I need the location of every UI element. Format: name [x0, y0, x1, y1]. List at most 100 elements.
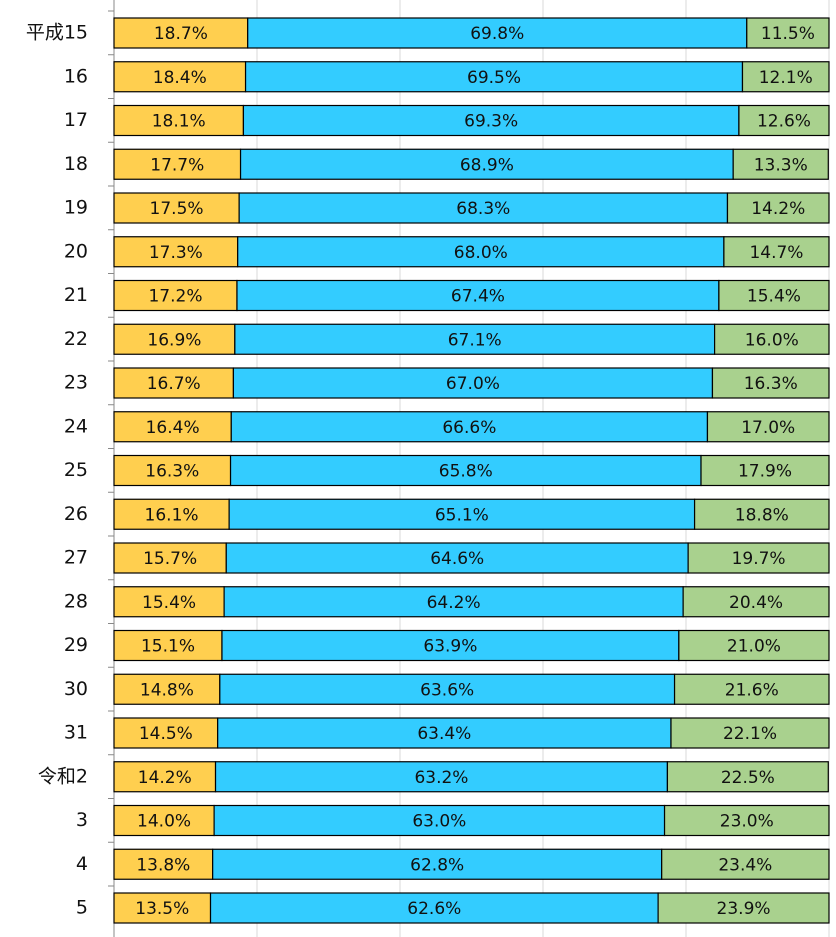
bar-segment [244, 61, 744, 93]
value-label: 19.7% [732, 549, 786, 569]
value-label: 62.8% [410, 855, 464, 875]
value-label: 14.2% [751, 199, 805, 219]
value-label: 65.1% [435, 505, 489, 525]
value-label: 15.1% [141, 637, 195, 657]
value-label: 16.9% [147, 330, 201, 350]
value-label: 18.7% [154, 24, 208, 44]
bar-segment [706, 411, 830, 443]
value-label: 12.6% [757, 112, 811, 132]
value-label: 63.6% [420, 680, 474, 700]
value-label: 23.4% [718, 855, 772, 875]
bar-segment [113, 192, 240, 224]
bar-segment [113, 17, 249, 49]
bar-segment [718, 279, 830, 312]
y-tick-label: 27 [64, 547, 88, 569]
bar-segment [673, 673, 830, 705]
value-label: 63.0% [412, 812, 466, 832]
value-label: 68.0% [454, 243, 508, 263]
bar-segment [247, 17, 748, 49]
bar-segment [723, 236, 830, 268]
value-label: 15.7% [143, 549, 197, 569]
value-label: 14.0% [137, 812, 191, 832]
bar-segment [113, 629, 223, 662]
y-tick-label: 21 [64, 284, 88, 306]
value-label: 69.8% [470, 24, 524, 44]
value-label: 18.8% [735, 505, 789, 525]
bar-segment [678, 629, 830, 662]
bar-segment [113, 892, 212, 924]
y-tick-label: 28 [64, 590, 88, 612]
value-label: 23.0% [720, 812, 774, 832]
value-label: 21.0% [727, 637, 781, 657]
value-label: 68.3% [456, 199, 510, 219]
y-tick-label: 20 [64, 240, 88, 262]
value-label: 17.9% [738, 462, 792, 482]
value-label: 16.7% [147, 374, 201, 394]
value-label: 16.3% [744, 374, 798, 394]
value-label: 69.5% [467, 68, 521, 88]
bar-segment [212, 848, 663, 880]
value-label: 12.1% [759, 68, 813, 88]
bar-segment [711, 367, 830, 399]
y-tick-label: 18 [64, 153, 88, 175]
value-label: 68.9% [460, 155, 514, 175]
bar-segment [113, 586, 225, 618]
bar-segment [738, 104, 830, 137]
bar-segment [225, 542, 689, 574]
value-label: 63.9% [423, 637, 477, 657]
y-tick-label: 31 [64, 722, 88, 744]
bar-segment [113, 454, 232, 487]
bar-segment [670, 717, 830, 749]
value-label: 23.9% [717, 899, 771, 919]
bar-segment [113, 542, 227, 574]
y-tick-label: 23 [64, 372, 88, 394]
bar-segment [239, 148, 734, 180]
value-label: 13.8% [136, 855, 190, 875]
y-tick-label: 19 [64, 197, 88, 219]
value-label: 18.1% [152, 112, 206, 132]
bar-segment [228, 498, 696, 530]
value-label: 22.5% [721, 768, 775, 788]
value-label: 20.4% [729, 593, 783, 613]
y-tick-label: 16 [64, 65, 88, 87]
value-label: 65.8% [439, 462, 493, 482]
bar-segment [113, 717, 219, 749]
bar-segment [242, 104, 740, 137]
y-tick-label: 平成15 [26, 22, 88, 44]
value-label: 16.1% [145, 505, 199, 525]
value-label: 16.3% [145, 462, 199, 482]
bar-segment [657, 892, 830, 924]
bar-segment [113, 804, 215, 837]
bar-segment [741, 61, 830, 93]
bar-segment [113, 61, 247, 93]
value-label: 64.6% [430, 549, 484, 569]
value-label: 18.4% [153, 68, 207, 88]
value-label: 63.4% [417, 724, 471, 744]
value-label: 14.8% [140, 680, 194, 700]
y-tick-label: 24 [64, 415, 88, 437]
bar-segment [221, 629, 680, 662]
value-label: 21.6% [725, 680, 779, 700]
value-label: 14.5% [139, 724, 193, 744]
bar-segment [713, 323, 830, 355]
value-label: 15.4% [747, 287, 801, 307]
value-label: 11.5% [761, 24, 815, 44]
y-tick-label: 5 [76, 897, 88, 919]
y-tick-label: 令和2 [38, 765, 88, 787]
bar-segment [732, 148, 829, 180]
bar-segment [232, 367, 714, 399]
bar-segment [113, 104, 245, 137]
bar-segment [687, 542, 830, 574]
bar-segment [234, 323, 716, 355]
bar-segment [682, 586, 830, 618]
y-tick-label: 26 [64, 503, 88, 525]
bar-segment [223, 586, 684, 618]
bar-segment [663, 804, 830, 837]
value-label: 15.4% [142, 593, 196, 613]
bar-segment [661, 848, 830, 880]
value-label: 16.4% [146, 418, 200, 438]
value-label: 14.2% [138, 768, 192, 788]
value-label: 17.5% [150, 199, 204, 219]
bar-segment [746, 17, 830, 49]
